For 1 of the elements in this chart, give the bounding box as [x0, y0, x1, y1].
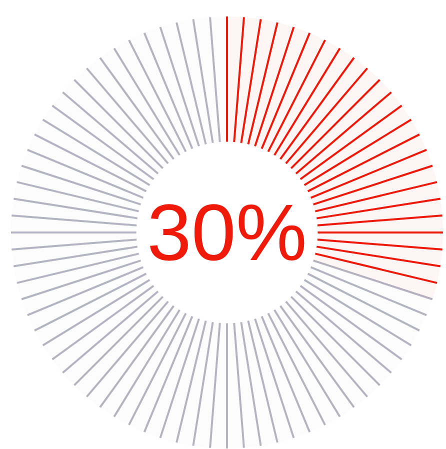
text: 30% — [146, 188, 308, 277]
